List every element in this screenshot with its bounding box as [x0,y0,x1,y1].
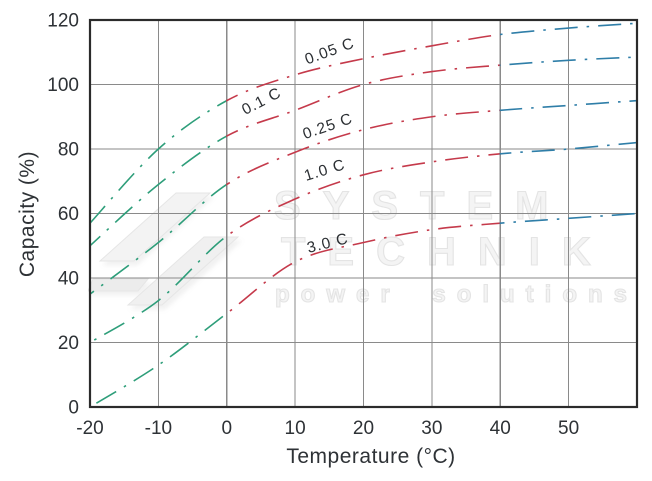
watermark-line1: SYSTEM [273,184,571,228]
x-tick-label: 10 [285,418,306,439]
curve-0.25C [499,99,638,112]
curve-3.0C [226,222,501,315]
watermark-swoosh-logo [88,192,240,306]
curve-1.0C [89,234,228,344]
curve-3.0C [89,311,228,408]
y-tick-label: 100 [47,75,79,96]
x-tick-label: 40 [490,418,511,439]
y-tick-label: 0 [68,398,79,419]
curve-1.0C [226,152,501,238]
y-tick-label: 40 [58,269,79,290]
x-tick-label: -10 [145,418,172,439]
plot-frame [88,18,639,409]
x-tick-label: 50 [558,418,579,439]
curve-3.0C [499,212,638,225]
x-tick-label: 0 [221,418,232,439]
watermark-line2: TECHNIK [280,230,613,274]
x-tick-label: 20 [353,418,374,439]
y-axis-title: Capacity (%) [16,150,39,278]
y-tick-label: 120 [47,11,79,32]
x-axis-title: Temperature (°C) [286,445,456,468]
curve-0.05C [226,33,501,102]
curve-1.0C [499,141,638,155]
x-tick-label: 30 [421,418,442,439]
x-tick-label: -20 [76,418,103,439]
y-tick-label: 20 [58,333,79,354]
y-tick-label: 60 [58,204,79,225]
curve-0.05C [499,22,638,36]
y-tick-label: 80 [58,140,79,161]
